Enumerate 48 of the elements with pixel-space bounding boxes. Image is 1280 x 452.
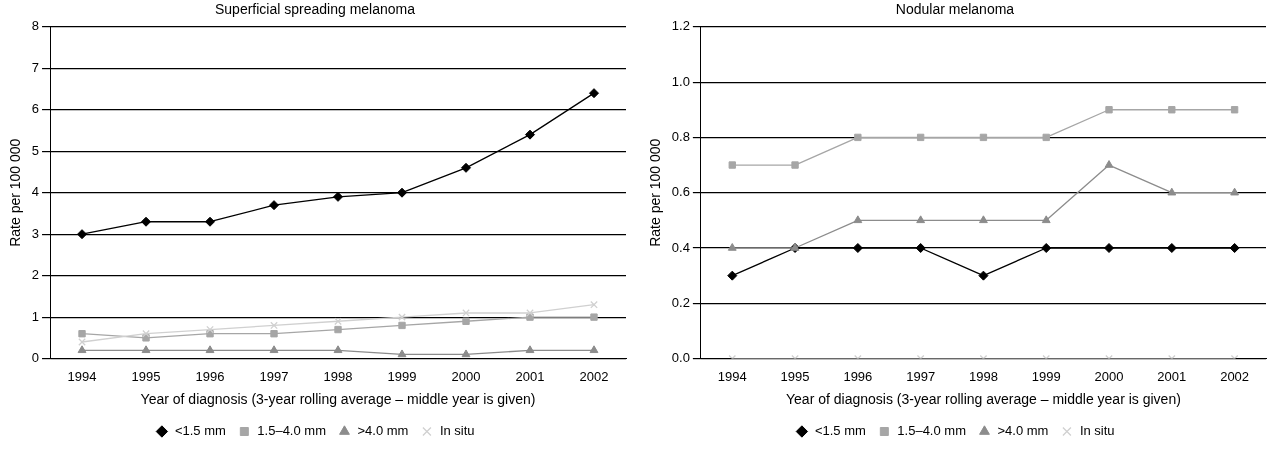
chart-title: Superficial spreading melanoma xyxy=(215,1,416,18)
legend-label: <1.5 mm xyxy=(174,423,226,439)
x-tick-label: 1997 xyxy=(906,368,936,384)
y-tick-label: 0.0 xyxy=(671,350,690,366)
x-tick-label: 1994 xyxy=(717,368,747,384)
legend-label: In situ xyxy=(439,423,475,439)
legend-label: >4.0 mm xyxy=(997,423,1049,439)
x-tick-label: 2002 xyxy=(579,368,609,384)
y-tick-label: 3 xyxy=(31,225,40,241)
x-tick-label: 1998 xyxy=(323,368,353,384)
x-tick-label: 1999 xyxy=(1031,368,1061,384)
x-tick-label: 2000 xyxy=(1094,368,1124,384)
x-tick-label: 1995 xyxy=(131,368,161,384)
chart-title: Nodular melanoma xyxy=(895,1,1015,18)
x-tick-label: 1995 xyxy=(780,368,810,384)
x-tick-label: 1994 xyxy=(67,368,97,384)
y-tick-label: 7 xyxy=(31,59,40,75)
x-tick-label: 1998 xyxy=(968,368,998,384)
x-tick-label: 2002 xyxy=(1220,368,1250,384)
legend-label: In situ xyxy=(1079,423,1115,439)
y-tick-label: 0.8 xyxy=(671,128,690,144)
y-axis-title: Rate per 100 000 xyxy=(647,138,664,247)
y-tick-label: 6 xyxy=(31,101,40,117)
x-tick-label: 1996 xyxy=(195,368,225,384)
y-tick-label: 8 xyxy=(31,18,40,34)
y-tick-label: 2 xyxy=(31,267,40,283)
legend-label: 1.5–4.0 mm xyxy=(257,423,326,439)
y-tick-label: 0.4 xyxy=(671,239,690,255)
y-tick-label: 1 xyxy=(31,308,40,324)
x-axis-title: Year of diagnosis (3-year rolling average – middle year is given) xyxy=(786,391,1181,408)
x-tick-label: 2001 xyxy=(1157,368,1187,384)
x-tick-label: 1999 xyxy=(387,368,417,384)
x-tick-label: 2001 xyxy=(515,368,545,384)
y-tick-label: 0 xyxy=(31,350,40,366)
y-tick-label: 5 xyxy=(31,142,40,158)
y-tick-label: 4 xyxy=(31,184,40,200)
x-tick-label: 2000 xyxy=(451,368,481,384)
y-tick-label: 1.2 xyxy=(671,18,690,34)
x-tick-label: 1997 xyxy=(259,368,289,384)
y-axis-title: Rate per 100 000 xyxy=(7,138,24,247)
legend-label: >4.0 mm xyxy=(357,423,409,439)
x-axis-title: Year of diagnosis (3-year rolling average – middle year is given) xyxy=(140,391,536,408)
y-tick-label: 1.0 xyxy=(671,73,690,89)
legend-label: <1.5 mm xyxy=(814,423,866,439)
y-tick-label: 0.6 xyxy=(671,184,690,200)
x-tick-label: 1996 xyxy=(843,368,873,384)
y-tick-label: 0.2 xyxy=(671,294,690,310)
legend-label: 1.5–4.0 mm xyxy=(897,423,966,439)
